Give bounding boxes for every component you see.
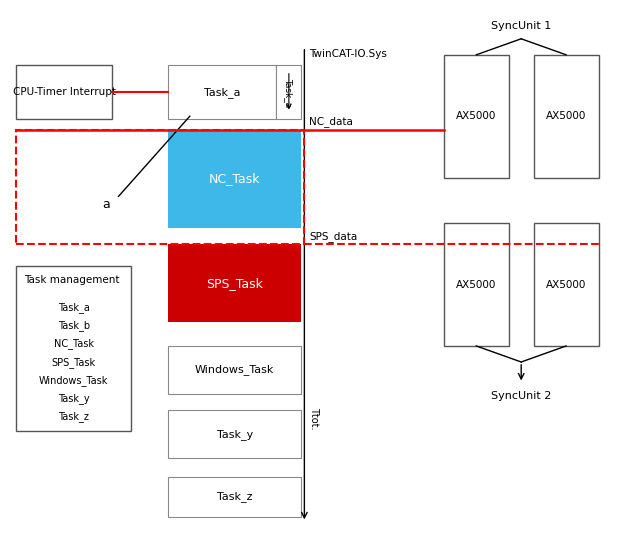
- Text: SPS_Task: SPS_Task: [52, 357, 96, 367]
- Text: NC_data: NC_data: [309, 116, 353, 127]
- Bar: [16, 66, 112, 119]
- Text: Task_a: Task_a: [57, 302, 90, 313]
- Text: SPS_data: SPS_data: [309, 231, 358, 242]
- Bar: [16, 129, 304, 244]
- Bar: [534, 223, 599, 346]
- Bar: [444, 55, 509, 178]
- Text: Task_a: Task_a: [285, 77, 293, 107]
- Bar: [168, 477, 301, 517]
- Text: AX5000: AX5000: [546, 280, 586, 289]
- Bar: [168, 410, 301, 458]
- Text: SyncUnit 1: SyncUnit 1: [491, 21, 551, 31]
- Text: AX5000: AX5000: [546, 111, 586, 121]
- Bar: [16, 266, 131, 431]
- Text: Task management: Task management: [24, 275, 119, 286]
- Bar: [276, 66, 301, 119]
- Text: Windows_Task: Windows_Task: [195, 365, 274, 375]
- Text: Ttot.: Ttot.: [309, 407, 319, 430]
- Text: Task_y: Task_y: [216, 429, 253, 440]
- Text: NC_Task: NC_Task: [209, 172, 261, 185]
- Text: Task_a: Task_a: [204, 87, 240, 98]
- Text: Task_z: Task_z: [58, 411, 89, 422]
- Bar: [168, 66, 276, 119]
- Text: Task_z: Task_z: [217, 491, 252, 502]
- Text: SPS_Task: SPS_Task: [206, 277, 263, 289]
- Text: NC_Task: NC_Task: [54, 338, 93, 350]
- Bar: [168, 346, 301, 394]
- Bar: [444, 223, 509, 346]
- Text: Windows_Task: Windows_Task: [39, 375, 109, 386]
- Bar: [168, 129, 301, 228]
- Text: Task_b: Task_b: [57, 320, 90, 331]
- Text: AX5000: AX5000: [456, 280, 497, 289]
- Text: CPU-Timer Interrupt: CPU-Timer Interrupt: [13, 87, 116, 97]
- Text: TwinCAT-IO.Sys: TwinCAT-IO.Sys: [309, 49, 387, 60]
- Text: AX5000: AX5000: [456, 111, 497, 121]
- Bar: [168, 244, 301, 322]
- Text: SyncUnit 2: SyncUnit 2: [491, 391, 551, 401]
- Bar: [534, 55, 599, 178]
- Text: Task_y: Task_y: [58, 393, 90, 404]
- Text: a: a: [102, 198, 110, 211]
